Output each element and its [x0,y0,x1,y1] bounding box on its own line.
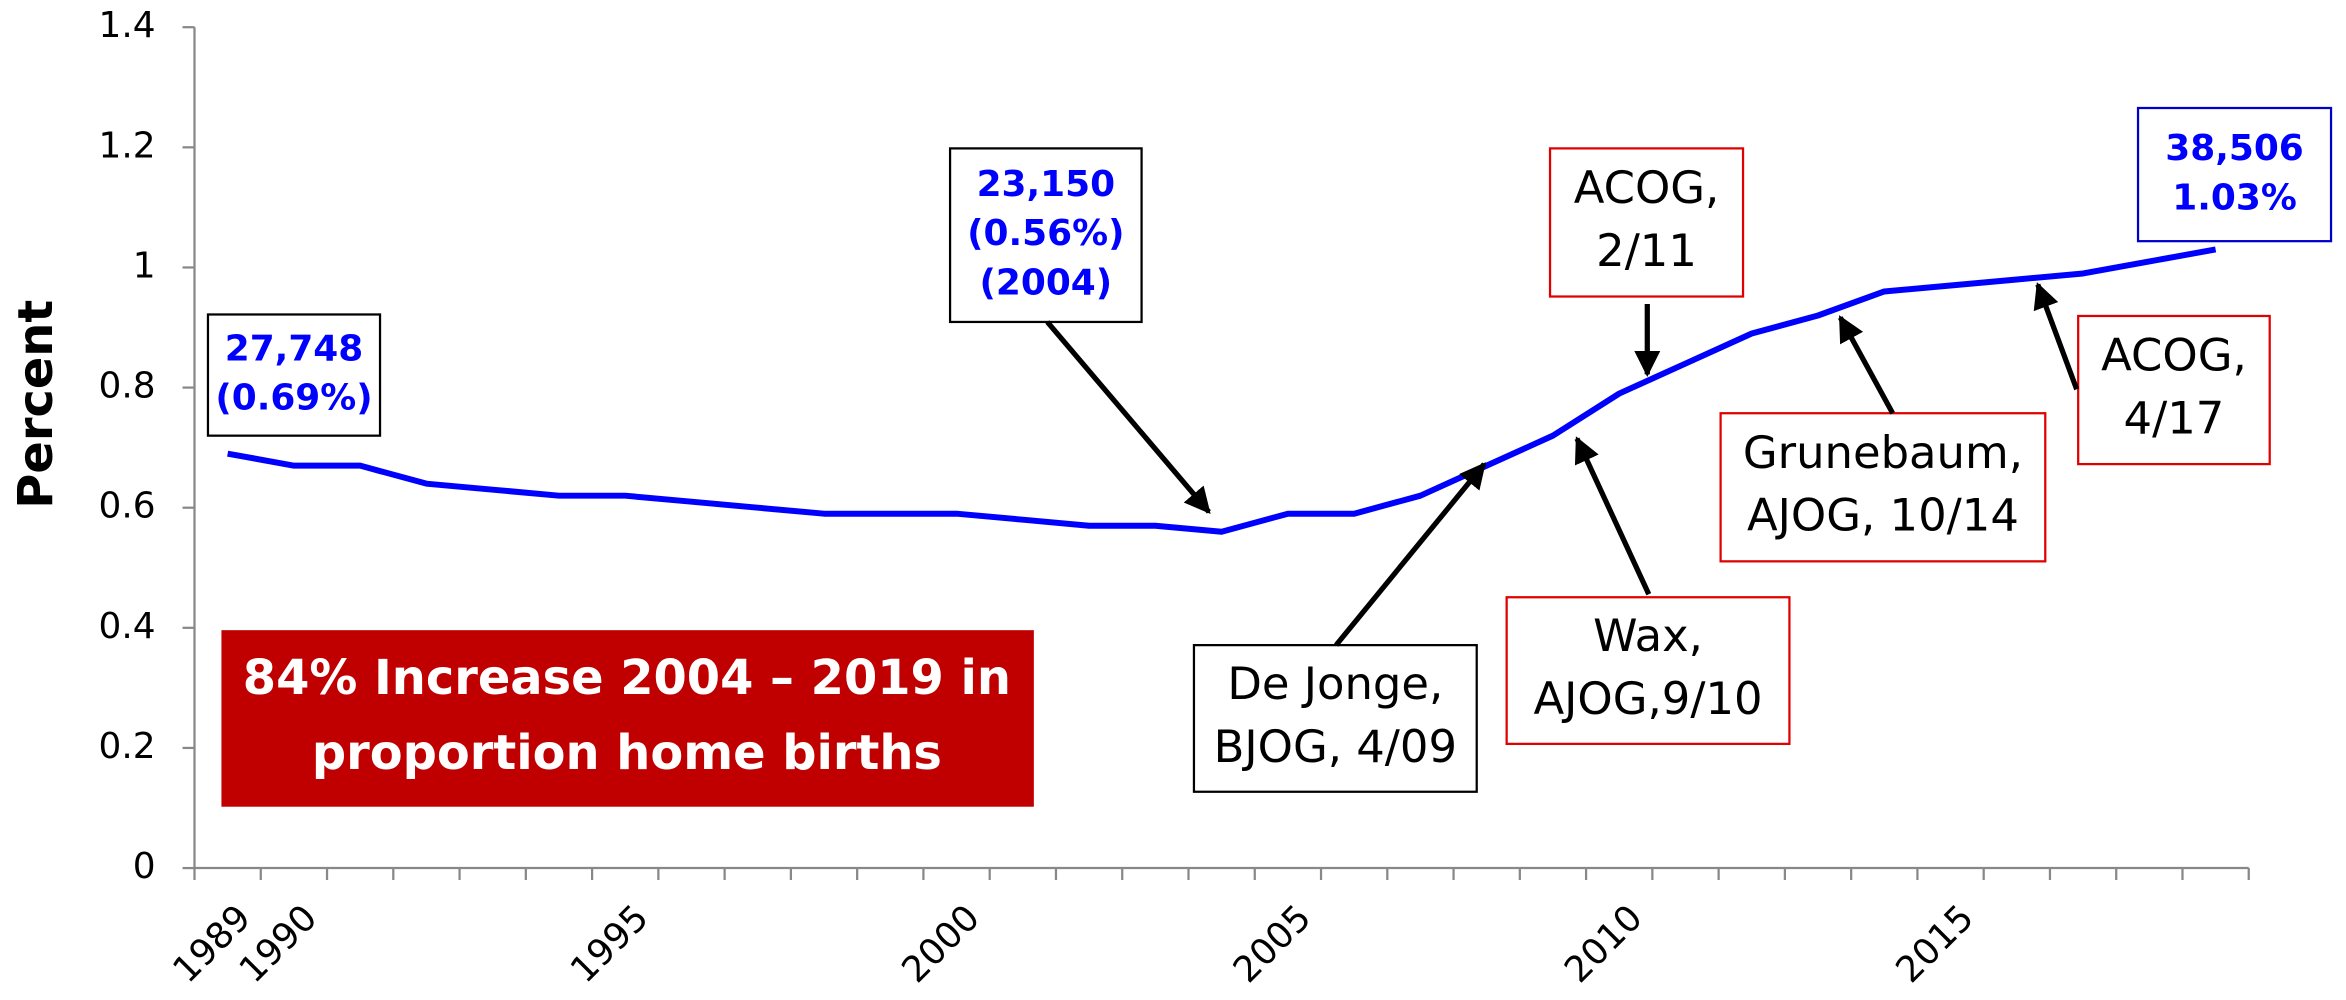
annotation-text: 2/11 [1596,224,1697,277]
annotation-box [1548,147,1745,298]
data-line [227,246,2217,535]
x-tick-label: 1990 [232,897,326,991]
annotation-text: 27,748 [225,328,364,369]
annotation-text: (0.56%) [967,213,1124,254]
annotation-text: ACOG, [2101,329,2247,382]
y-tick-label: 1.2 [99,125,156,166]
annotation-box [2136,106,2333,243]
annotation-text: AJOG, 10/14 [1747,489,2019,542]
annotation-text: 23,150 [977,164,1115,205]
annotation-text: ACOG, [1574,161,1720,214]
y-tick-label: 1.4 [99,5,156,46]
annotation-text: De Jonge, [1227,657,1443,710]
x-tick-label: 1995 [563,897,657,991]
y-axis-label: Percent [9,300,64,509]
annotation-box [2077,314,2271,466]
annotation-text: (2004) [979,263,1112,304]
annotation-box [1719,412,2047,563]
annotation-text: 38,506 [2165,128,2304,169]
annotation-arrow [2033,282,2080,391]
annotation-arrow [1045,320,1211,514]
x-tick-label: 2015 [1888,897,1982,991]
annotation-text: (0.69%) [215,378,372,419]
annotation-text: Wax, [1593,609,1703,662]
x-tick-label: 2000 [894,897,988,991]
annotation-box [948,147,1143,324]
x-tick-label: 2010 [1557,897,1651,991]
banner-text: proportion home births [312,726,942,781]
annotation-text: Grunebaum, [1743,426,2023,479]
annotation-text: AJOG,9/10 [1533,672,1762,725]
annotation-arrow [1837,315,1895,415]
x-tick-label: 1989 [165,897,259,991]
annotation-box [1505,596,1791,745]
annotation-box [206,313,382,437]
annotation-text: 1.03% [2172,177,2297,218]
y-tick-label: 1 [133,245,156,286]
y-tick-label: 0 [133,846,156,887]
x-tick-label: 2005 [1226,897,1320,991]
annotation-text: BJOG, 4/09 [1214,720,1457,773]
y-tick-label: 0.2 [99,726,156,767]
y-tick-label: 0.8 [99,366,156,407]
annotation-text: 4/17 [2124,391,2225,444]
annotation-arrow [1334,462,1487,647]
banner-text: 84% Increase 2004 – 2019 in [243,651,1011,706]
banner-box [221,630,1034,807]
annotation-box [1192,644,1478,793]
y-tick-label: 0.6 [99,486,156,527]
annotation-arrow [1574,436,1652,596]
y-tick-label: 0.4 [99,606,156,647]
